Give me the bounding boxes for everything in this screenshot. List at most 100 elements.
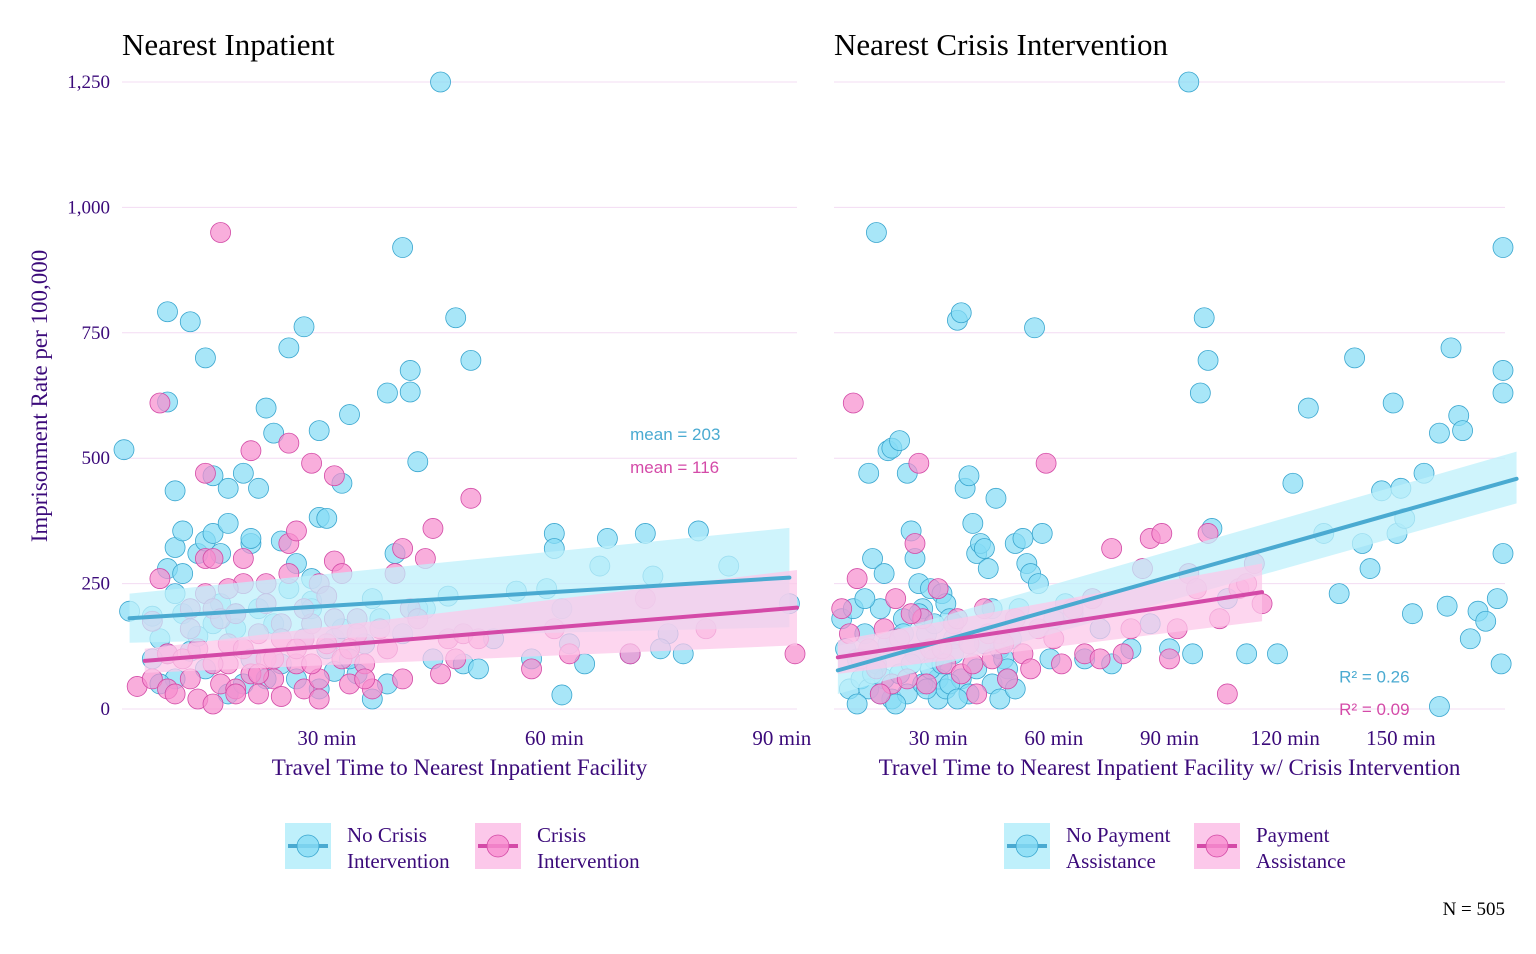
y-tick-label: 250 xyxy=(82,574,111,595)
data-point xyxy=(195,347,216,369)
y-axis-label: Imprisonment Rate per 100,000 xyxy=(27,250,52,543)
data-point xyxy=(1051,653,1072,675)
data-point xyxy=(966,683,988,705)
data-point xyxy=(1193,307,1215,329)
data-point xyxy=(1216,683,1238,705)
data-point xyxy=(157,301,178,323)
x-tick-label: 30 min xyxy=(909,726,968,750)
data-point xyxy=(873,563,895,584)
x-axis-label: Travel Time to Nearest Inpatient Facilit… xyxy=(879,755,1461,780)
x-tick-label: 90 min xyxy=(1140,726,1199,750)
data-point xyxy=(263,422,285,444)
data-point xyxy=(323,465,345,487)
data-point xyxy=(316,507,338,529)
x-tick-label: 30 min xyxy=(297,726,356,750)
confidence-band xyxy=(837,563,1263,674)
data-point xyxy=(1344,347,1366,369)
x-tick-label: 90 min xyxy=(752,726,811,750)
data-point xyxy=(1429,696,1450,717)
data-point xyxy=(1101,538,1123,559)
data-point xyxy=(149,392,171,414)
annotation-label: R² = 0.09 xyxy=(1339,700,1409,719)
data-point xyxy=(1151,523,1173,544)
data-point xyxy=(950,302,972,324)
data-point xyxy=(430,663,451,685)
data-point xyxy=(354,668,376,690)
data-point xyxy=(1182,643,1204,665)
data-point xyxy=(1459,628,1481,650)
legend-label: No Payment Assistance xyxy=(1066,823,1171,873)
data-point xyxy=(551,684,573,706)
data-point xyxy=(869,683,891,705)
data-point xyxy=(217,513,239,534)
data-point xyxy=(842,392,864,414)
data-point xyxy=(927,578,949,600)
data-point xyxy=(407,451,429,473)
data-point xyxy=(1089,648,1111,670)
data-point xyxy=(947,688,968,710)
data-point xyxy=(399,381,421,403)
data-point xyxy=(989,688,1011,710)
data-point xyxy=(164,683,186,705)
data-point xyxy=(399,360,421,381)
legend-key-point xyxy=(1015,834,1039,858)
data-point xyxy=(854,588,876,610)
legend-key-point xyxy=(296,834,320,858)
data-point xyxy=(1490,653,1512,675)
data-point xyxy=(430,71,451,93)
data-point xyxy=(1436,595,1458,617)
trend-line xyxy=(127,575,792,621)
data-point xyxy=(1020,658,1042,680)
x-tick-label: 60 min xyxy=(1024,726,1083,750)
data-point xyxy=(195,462,216,484)
annotation-label: mean = 116 xyxy=(630,458,719,477)
data-point xyxy=(1024,317,1045,339)
data-point xyxy=(1178,71,1200,93)
x-axis-label: Travel Time to Nearest Inpatient Facilit… xyxy=(272,755,648,780)
legend-label: Crisis Intervention xyxy=(537,823,640,873)
y-tick-label: 1,250 xyxy=(67,72,110,93)
data-point xyxy=(634,523,656,544)
data-point xyxy=(1328,583,1350,605)
legend-key-point xyxy=(486,834,510,858)
x-tick-label: 150 min xyxy=(1366,726,1436,750)
data-point xyxy=(962,513,984,534)
data-point xyxy=(278,337,300,359)
data-point xyxy=(1159,648,1180,670)
data-point xyxy=(460,349,482,371)
y-tick-label: 0 xyxy=(101,699,111,720)
data-point xyxy=(1492,543,1514,564)
x-tick-label: 120 min xyxy=(1250,726,1320,750)
data-point xyxy=(422,518,444,539)
data-point xyxy=(339,404,360,425)
data-point xyxy=(149,568,171,589)
data-point xyxy=(784,643,806,665)
data-point xyxy=(1359,558,1381,579)
data-point xyxy=(1267,643,1288,665)
legend-key-point xyxy=(1205,834,1229,858)
data-point xyxy=(997,668,1018,690)
data-point xyxy=(202,548,224,569)
data-point xyxy=(232,548,254,569)
legend-label: No Crisis Intervention xyxy=(347,823,450,873)
data-point xyxy=(392,538,414,559)
data-point xyxy=(278,432,300,454)
data-point xyxy=(885,693,907,715)
data-point xyxy=(831,598,853,620)
data-point xyxy=(468,658,489,680)
data-point xyxy=(225,683,247,705)
data-point xyxy=(908,452,930,474)
data-point xyxy=(164,480,186,502)
data-point xyxy=(1297,397,1319,419)
panel-title: Nearest Inpatient xyxy=(122,27,335,62)
data-point xyxy=(392,668,414,690)
data-point xyxy=(308,688,330,710)
annotation-label: R² = 0.26 xyxy=(1339,667,1409,686)
data-point xyxy=(521,658,542,680)
data-point xyxy=(217,477,239,499)
data-point xyxy=(1492,237,1514,258)
data-point xyxy=(1282,472,1304,494)
data-point xyxy=(179,311,201,333)
data-point xyxy=(248,477,269,499)
